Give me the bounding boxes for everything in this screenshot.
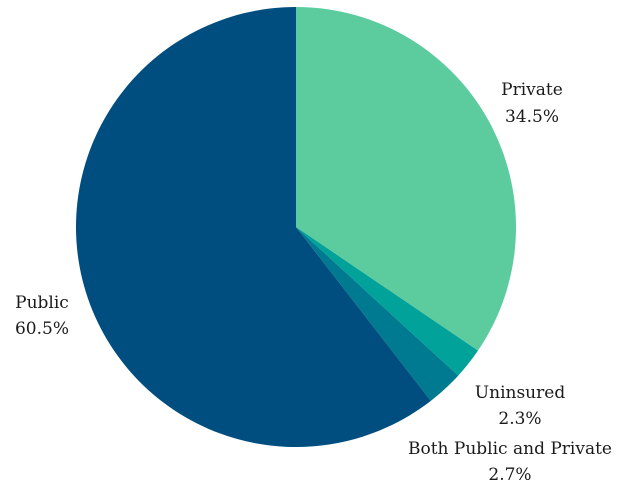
pie-slice-both-public-and-private [296, 227, 459, 401]
pie-slice-private [296, 7, 517, 351]
slice-label-private: Private [501, 80, 563, 100]
pie-slice-uninsured [296, 227, 478, 376]
pie-slices [75, 6, 517, 447]
pie-slice-public [75, 6, 431, 447]
slice-label-uninsured: Uninsured [475, 383, 566, 403]
slice-value-both: 2.7% [488, 465, 531, 485]
slice-label-both: Both Public and Private [408, 439, 612, 459]
slice-label-public: Public [15, 293, 69, 313]
slice-value-public: 60.5% [15, 319, 69, 339]
slice-value-private: 34.5% [505, 107, 559, 127]
slice-value-uninsured: 2.3% [498, 409, 541, 429]
